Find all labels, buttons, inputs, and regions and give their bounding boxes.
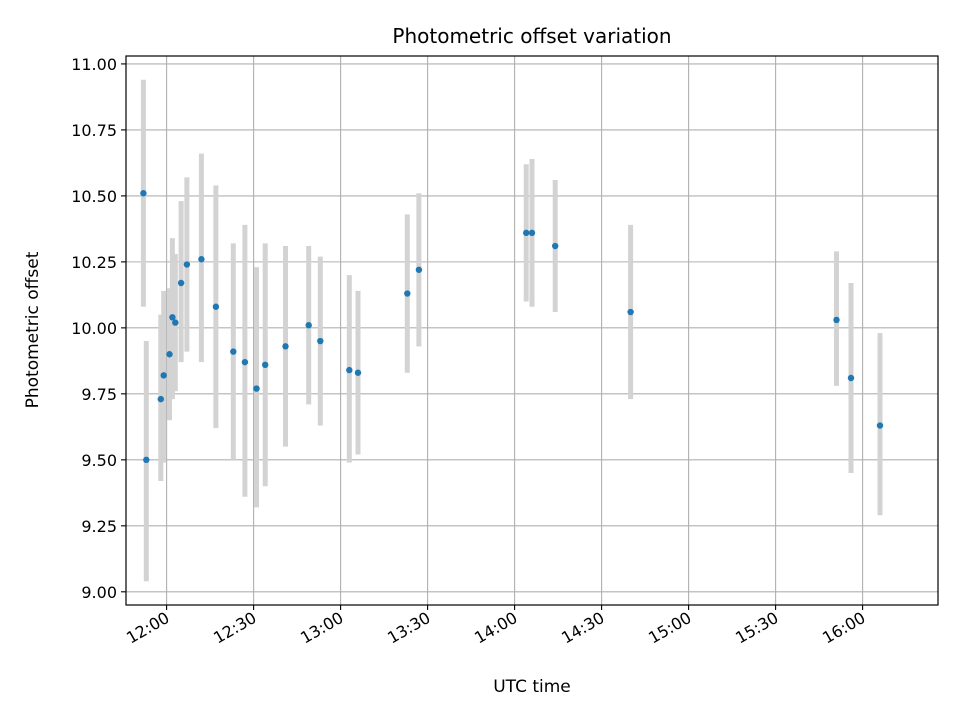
data-point bbox=[528, 229, 536, 237]
data-point bbox=[833, 316, 840, 324]
y-tick-label: 10.75 bbox=[71, 121, 117, 140]
data-point bbox=[354, 369, 362, 376]
data-point bbox=[169, 314, 176, 321]
data-point bbox=[157, 395, 164, 403]
plot-frame bbox=[125, 55, 939, 606]
chart-title: Photometric offset variation bbox=[392, 24, 671, 48]
data-point bbox=[241, 358, 249, 366]
data-point bbox=[166, 351, 173, 358]
data-point bbox=[876, 422, 884, 429]
y-axis: 9.00 9.25 9.50 9.75 10.00 10.25 10.50 10.75 11.0… bbox=[71, 55, 126, 602]
y-tick-label: 10.50 bbox=[71, 187, 117, 206]
y-tick-label: 10.00 bbox=[71, 319, 117, 338]
data-point bbox=[523, 229, 530, 237]
data-point bbox=[172, 319, 179, 326]
y-axis-label: Photometric offset bbox=[23, 251, 43, 408]
data-point bbox=[627, 308, 634, 316]
data-point bbox=[212, 303, 220, 310]
data-point bbox=[552, 242, 559, 250]
y-tick-label: 9.50 bbox=[81, 451, 117, 470]
data-point bbox=[847, 374, 855, 382]
data-point bbox=[253, 385, 260, 392]
y-tick-label: 9.25 bbox=[81, 517, 117, 536]
data-point bbox=[198, 256, 205, 263]
data-points bbox=[140, 190, 884, 464]
data-point bbox=[282, 343, 289, 350]
data-point bbox=[346, 366, 353, 374]
data-point bbox=[262, 361, 269, 369]
data-point bbox=[230, 348, 237, 355]
data-point bbox=[177, 279, 185, 287]
data-point bbox=[317, 337, 324, 345]
y-tick-label: 11.00 bbox=[71, 55, 117, 74]
y-tick-label: 9.00 bbox=[81, 583, 117, 602]
data-point bbox=[415, 266, 423, 273]
data-point bbox=[160, 372, 167, 379]
data-point bbox=[404, 290, 411, 297]
data-point bbox=[143, 456, 150, 464]
data-point bbox=[183, 261, 191, 268]
x-axis-label: UTC time bbox=[493, 677, 571, 697]
y-tick-label: 10.25 bbox=[71, 253, 117, 272]
y-tick-label: 9.75 bbox=[81, 385, 117, 404]
data-point bbox=[140, 190, 147, 197]
data-point bbox=[305, 322, 312, 329]
